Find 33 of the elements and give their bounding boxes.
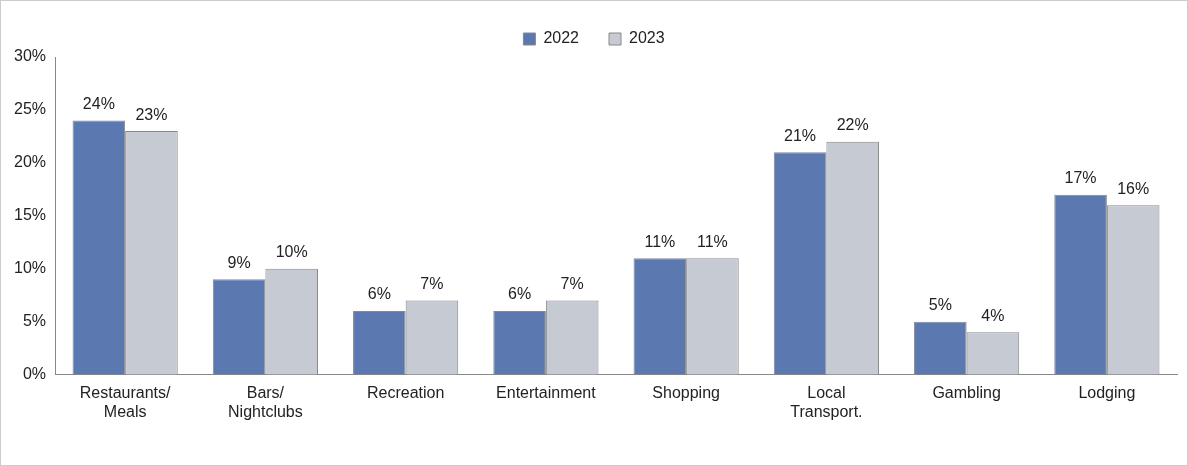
legend-label: 2022	[543, 29, 580, 47]
y-tick-label: 5%	[22, 312, 47, 330]
data-label: 16%	[1117, 179, 1150, 197]
data-label: 23%	[135, 105, 168, 123]
data-label: 10%	[275, 243, 308, 261]
data-label: 5%	[928, 296, 952, 314]
data-label: 21%	[784, 126, 817, 144]
data-label: 6%	[367, 285, 391, 303]
x-tick-label: Recreation	[366, 383, 445, 401]
y-tick-label: 30%	[13, 47, 47, 65]
x-tick-label: Gambling	[932, 383, 1001, 401]
x-tick-label: Bars/ Nightclubs	[228, 383, 303, 420]
x-tick-label: Shopping	[652, 383, 720, 401]
x-tick-label: Entertainment	[496, 383, 597, 401]
data-label: 4%	[981, 306, 1005, 324]
data-label: 7%	[420, 274, 444, 292]
data-label: 6%	[508, 285, 532, 303]
data-label: 22%	[836, 116, 869, 134]
x-tick-label: Restaurants/ Meals	[79, 383, 172, 420]
legend-label: 2023	[629, 29, 665, 47]
data-label: 24%	[82, 94, 115, 112]
y-tick-label: 25%	[13, 100, 47, 118]
data-label: 9%	[227, 253, 251, 271]
data-label: 7%	[560, 274, 584, 292]
data-label: 17%	[1064, 169, 1097, 187]
y-tick-label: 10%	[13, 259, 47, 277]
y-tick-label: 0%	[22, 365, 47, 383]
data-label: 11%	[644, 232, 676, 250]
y-tick-label: 20%	[13, 153, 47, 171]
x-tick-label: Local Transport.	[790, 383, 863, 420]
x-tick-label: Lodging	[1078, 383, 1136, 401]
y-tick-label: 15%	[13, 206, 47, 224]
data-label: 11%	[697, 232, 728, 250]
